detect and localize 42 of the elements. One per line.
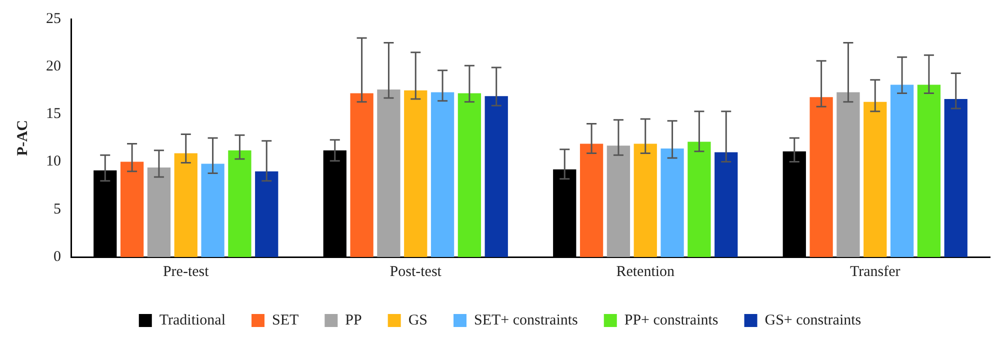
bar: [430, 92, 454, 257]
legend-label: GS+ constraints: [764, 312, 862, 328]
bar: [944, 98, 968, 257]
bar: [917, 84, 941, 257]
bar: [660, 148, 684, 257]
legend-label: Traditional: [159, 312, 226, 328]
y-tick-label: 20: [46, 58, 61, 75]
bar: [810, 97, 833, 257]
bar: [864, 102, 887, 257]
bar: [174, 153, 198, 257]
bar: [458, 93, 482, 257]
bar: [377, 89, 400, 257]
legend-label: SET+ constraints: [474, 312, 578, 328]
bar: [634, 144, 657, 257]
y-tick-label: 25: [46, 10, 61, 27]
legend-label: PP: [345, 312, 362, 328]
x-tick-label: Post-test: [390, 264, 442, 280]
y-tick-label: 10: [46, 154, 61, 170]
bar: [350, 93, 374, 257]
y-tick-label: 0: [54, 248, 61, 265]
bar: [120, 162, 144, 257]
bar: [255, 171, 278, 257]
bar: [890, 84, 914, 257]
y-tick-label: 15: [46, 106, 61, 122]
y-tick-label: 5: [54, 201, 61, 218]
x-tick-label: Pre-test: [162, 264, 210, 280]
legend-label: PP+ constraints: [624, 312, 718, 328]
legend-label: SET: [272, 312, 299, 328]
bar: [228, 150, 252, 257]
bar: [836, 92, 860, 257]
bar: [201, 164, 224, 257]
bar: [714, 152, 738, 257]
bar: [484, 96, 508, 257]
bar: [580, 144, 604, 257]
y-axis-title: P-AC: [14, 120, 31, 156]
x-tick-label: Transfer: [850, 264, 900, 280]
bar: [606, 146, 630, 257]
bar: [404, 90, 428, 257]
legend-label: GS: [408, 312, 428, 328]
x-tick-label: Retention: [616, 264, 676, 280]
bar: [147, 168, 171, 257]
bar: [688, 142, 711, 257]
